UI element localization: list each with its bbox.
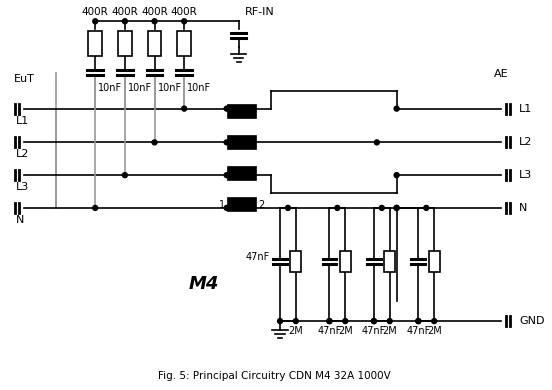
Circle shape bbox=[123, 19, 128, 24]
Text: L2: L2 bbox=[16, 149, 30, 160]
Text: 400R: 400R bbox=[141, 7, 168, 17]
Circle shape bbox=[278, 319, 283, 324]
Circle shape bbox=[327, 319, 332, 324]
Text: L3: L3 bbox=[16, 182, 29, 192]
Text: GND: GND bbox=[519, 316, 545, 326]
Circle shape bbox=[93, 206, 98, 210]
Circle shape bbox=[374, 140, 379, 145]
Text: L3: L3 bbox=[519, 170, 532, 180]
Bar bbox=[227, 104, 256, 117]
Bar bbox=[88, 31, 102, 55]
Circle shape bbox=[224, 140, 229, 145]
Text: L1: L1 bbox=[16, 115, 29, 126]
Text: 47nF: 47nF bbox=[317, 326, 342, 336]
Circle shape bbox=[432, 319, 437, 324]
Text: 400R: 400R bbox=[171, 7, 198, 17]
Text: 2M: 2M bbox=[427, 326, 442, 336]
Circle shape bbox=[394, 173, 399, 177]
Text: 1: 1 bbox=[219, 200, 225, 210]
Circle shape bbox=[93, 19, 98, 24]
Circle shape bbox=[152, 140, 157, 145]
Bar bbox=[340, 251, 351, 273]
Circle shape bbox=[224, 173, 229, 177]
Circle shape bbox=[182, 19, 187, 24]
Bar bbox=[429, 251, 439, 273]
Circle shape bbox=[416, 319, 421, 324]
Circle shape bbox=[123, 173, 128, 177]
Text: Fig. 5: Principal Circuitry CDN M4 32A 1000V: Fig. 5: Principal Circuitry CDN M4 32A 1… bbox=[158, 370, 390, 381]
Circle shape bbox=[371, 319, 376, 324]
Circle shape bbox=[379, 206, 384, 210]
Text: 10nF: 10nF bbox=[157, 83, 182, 93]
Circle shape bbox=[343, 319, 348, 324]
Text: 10nF: 10nF bbox=[187, 83, 211, 93]
Circle shape bbox=[224, 106, 229, 111]
Circle shape bbox=[152, 19, 157, 24]
Text: 47nF: 47nF bbox=[406, 326, 431, 336]
Text: N: N bbox=[16, 215, 25, 225]
Circle shape bbox=[394, 106, 399, 111]
Circle shape bbox=[182, 106, 187, 111]
Circle shape bbox=[424, 206, 429, 210]
Bar bbox=[147, 31, 161, 55]
Text: AE: AE bbox=[493, 69, 508, 79]
Text: 400R: 400R bbox=[82, 7, 109, 17]
Circle shape bbox=[394, 206, 399, 210]
Bar bbox=[384, 251, 395, 273]
Bar bbox=[290, 251, 301, 273]
Text: 2M: 2M bbox=[383, 326, 397, 336]
Circle shape bbox=[327, 319, 332, 324]
Text: 400R: 400R bbox=[112, 7, 138, 17]
Circle shape bbox=[293, 319, 298, 324]
Circle shape bbox=[285, 206, 290, 210]
Text: L2: L2 bbox=[519, 137, 533, 147]
Bar bbox=[227, 197, 256, 211]
Circle shape bbox=[371, 319, 376, 324]
Text: 47nF: 47nF bbox=[246, 252, 270, 262]
Circle shape bbox=[416, 319, 421, 324]
Text: 47nF: 47nF bbox=[362, 326, 386, 336]
Circle shape bbox=[388, 319, 392, 324]
Bar bbox=[227, 135, 256, 149]
Text: N: N bbox=[519, 203, 528, 213]
Text: 10nF: 10nF bbox=[98, 83, 123, 93]
Text: M4: M4 bbox=[189, 275, 219, 293]
Text: 10nF: 10nF bbox=[128, 83, 152, 93]
Text: 2: 2 bbox=[258, 200, 264, 210]
Bar bbox=[177, 31, 191, 55]
Bar bbox=[118, 31, 132, 55]
Text: EuT: EuT bbox=[14, 74, 35, 84]
Circle shape bbox=[224, 206, 229, 210]
Text: RF-IN: RF-IN bbox=[245, 7, 274, 17]
Bar bbox=[227, 166, 256, 180]
Circle shape bbox=[335, 206, 340, 210]
Text: 2M: 2M bbox=[338, 326, 353, 336]
Text: 2M: 2M bbox=[289, 326, 303, 336]
Text: L1: L1 bbox=[519, 104, 532, 113]
Circle shape bbox=[394, 206, 399, 210]
